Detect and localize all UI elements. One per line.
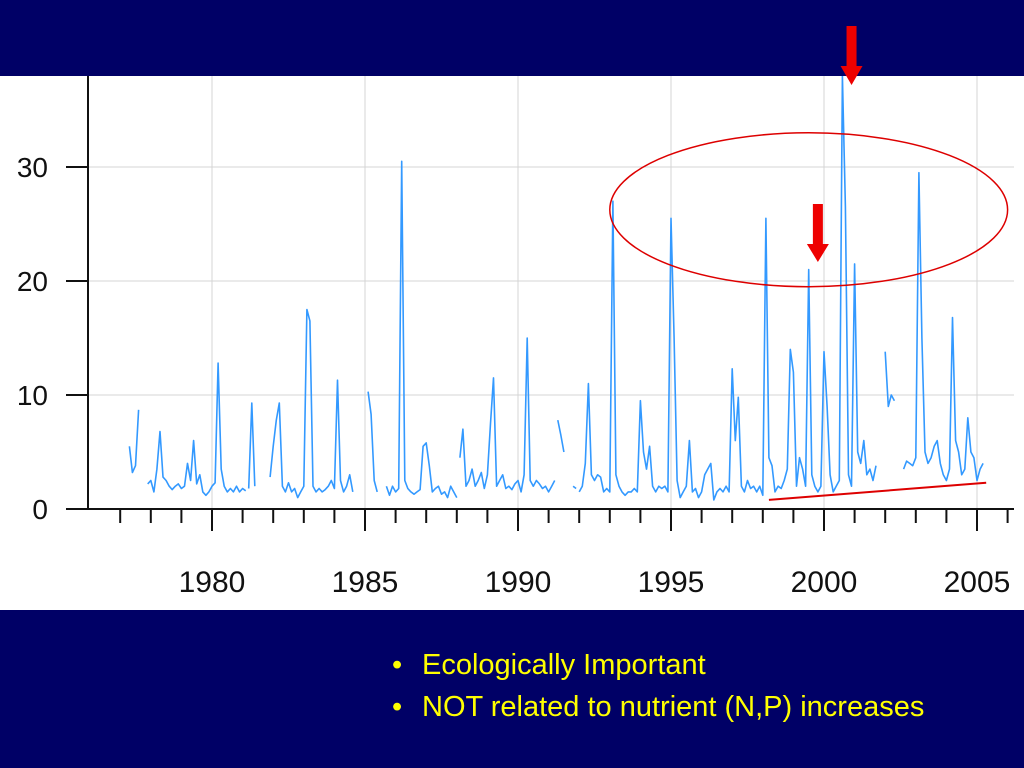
chart-panel: 0 10 20 30 1980 1985 1990 1995 2000 2005 xyxy=(0,76,1024,610)
y-tick-label: 20 xyxy=(17,266,48,297)
series-line-segment xyxy=(557,419,565,453)
series-line-segment xyxy=(367,391,378,493)
data-series xyxy=(128,76,984,501)
x-tick-label: 1990 xyxy=(485,566,552,599)
bullet-list: • Ecologically Important • NOT related to … xyxy=(392,644,924,728)
series-line-segment xyxy=(572,485,577,490)
highlight-ellipse xyxy=(609,132,1009,288)
grid-lines xyxy=(88,76,1014,509)
bullet-item: • Ecologically Important xyxy=(392,644,924,686)
axes: 0 10 20 30 1980 1985 1990 1995 2000 2005 xyxy=(17,76,1014,599)
y-tick-label: 0 xyxy=(32,494,48,525)
series-line-segment xyxy=(269,308,354,499)
bullet-text: Ecologically Important xyxy=(422,649,706,681)
y-tick-label: 10 xyxy=(17,380,48,411)
bullet-glyph: • xyxy=(392,691,403,723)
bullet-glyph: • xyxy=(392,649,403,681)
bullet-text: NOT related to nutrient (N,P) increases xyxy=(422,691,925,723)
y-tick-label: 30 xyxy=(17,152,48,183)
x-tick-label: 1985 xyxy=(332,566,399,599)
x-tick-label: 2005 xyxy=(944,566,1011,599)
series-line-segment xyxy=(884,351,896,408)
red-arrow-down xyxy=(806,204,829,262)
series-line-segment xyxy=(459,337,556,493)
baseline-trend-line xyxy=(768,481,987,501)
series-line-segment xyxy=(385,160,458,499)
time-series-chart: 0 10 20 30 1980 1985 1990 1995 2000 2005 xyxy=(17,76,1014,599)
red-arrow-down xyxy=(840,26,863,85)
series-line-segment xyxy=(147,362,247,497)
annotations xyxy=(609,132,1009,501)
x-tick-label: 1995 xyxy=(638,566,705,599)
bullet-item: • NOT related to nutrient (N,P) increases xyxy=(392,686,924,728)
x-tick-label: 1980 xyxy=(179,566,246,599)
series-line-segment xyxy=(247,402,256,489)
series-line-segment xyxy=(578,76,877,501)
series-line-segment xyxy=(902,171,984,482)
arrow-overlay xyxy=(840,26,863,85)
x-tick-label: 2000 xyxy=(791,566,858,599)
series-line-segment xyxy=(128,409,140,474)
